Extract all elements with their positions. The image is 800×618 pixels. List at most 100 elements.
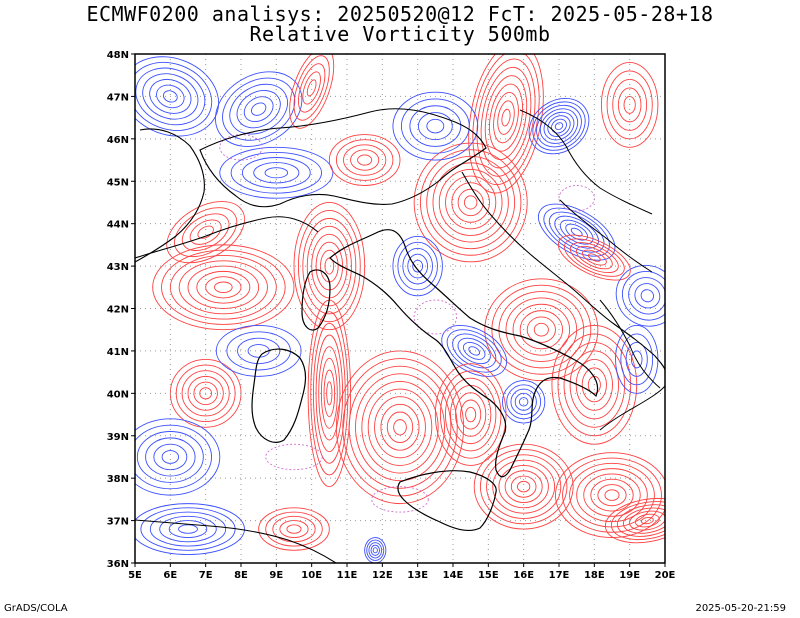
- contour-line: [392, 235, 443, 297]
- contour-line: [348, 365, 452, 489]
- zero-contour: [413, 299, 457, 335]
- contour-line: [355, 373, 445, 482]
- contour-line: [634, 283, 661, 309]
- contour-line: [533, 322, 549, 337]
- contour-line: [149, 78, 192, 114]
- x-tick-label: 5E: [128, 570, 142, 581]
- contour-line: [620, 333, 654, 386]
- contour-line: [386, 411, 414, 443]
- contour-line: [444, 377, 497, 452]
- contour-line: [460, 399, 482, 430]
- footer-timestamp: 2025-05-20-21:59: [695, 603, 786, 614]
- contour-line: [230, 151, 323, 194]
- contour-line: [581, 367, 607, 403]
- contour-line: [539, 108, 579, 144]
- contour-line: [510, 475, 537, 498]
- contour-line: [528, 97, 590, 155]
- negative-vorticity-contours: [364, 537, 387, 563]
- positive-vorticity-contours: [152, 244, 295, 331]
- contour-line: [265, 511, 323, 547]
- negative-vorticity-contours: [441, 324, 508, 377]
- contour-line: [484, 278, 599, 382]
- contour-line: [413, 142, 528, 263]
- contour-line: [161, 249, 286, 325]
- contour-line: [135, 67, 206, 126]
- contour-line: [161, 450, 180, 464]
- y-tick-label: 47N: [107, 92, 129, 103]
- contour-line: [621, 271, 665, 321]
- contour-line: [452, 333, 497, 369]
- contour-line: [135, 418, 221, 496]
- contour-line: [135, 424, 212, 490]
- contour-line: [253, 162, 300, 184]
- contour-line: [364, 537, 387, 563]
- contour-line: [293, 202, 366, 331]
- contour-line: [432, 162, 509, 243]
- x-tick-label: 18E: [584, 570, 605, 581]
- negative-vorticity-contours: [135, 56, 220, 137]
- contour-line: [156, 84, 185, 109]
- contour-line: [289, 54, 335, 129]
- contour-line: [587, 253, 601, 262]
- contour-line: [445, 175, 497, 230]
- contour-line: [606, 70, 653, 140]
- contour-line: [548, 211, 605, 253]
- contour-line: [640, 289, 655, 303]
- contour-line: [237, 337, 281, 365]
- contour-line: [197, 225, 214, 239]
- contour-line: [350, 149, 380, 171]
- contour-line: [168, 520, 208, 538]
- contour-line: [526, 316, 556, 343]
- contour-line: [166, 201, 245, 264]
- sardinia-coastline: [251, 348, 307, 443]
- contour-line: [335, 139, 394, 181]
- contour-line: [536, 104, 582, 148]
- contour-line: [543, 207, 610, 257]
- contour-line: [563, 341, 626, 428]
- contour-line: [557, 333, 632, 437]
- contour-line: [293, 55, 330, 121]
- positive-vorticity-contours: [289, 54, 335, 129]
- contour-line: [455, 392, 487, 437]
- contour-line: [328, 134, 401, 186]
- contour-line: [640, 516, 654, 525]
- contour-line: [465, 406, 477, 423]
- contour-line: [623, 95, 636, 114]
- contour-line: [343, 144, 387, 176]
- contour-line: [502, 380, 546, 424]
- x-tick-label: 10E: [301, 570, 322, 581]
- positive-vorticity-contours: [335, 350, 465, 505]
- contour-line: [400, 98, 470, 154]
- positive-vorticity-contours: [557, 234, 631, 281]
- x-tick-label: 6E: [163, 570, 177, 581]
- contour-line: [409, 105, 462, 147]
- contour-line: [457, 188, 484, 217]
- contour-line: [279, 520, 309, 538]
- contour-line: [323, 369, 336, 418]
- contour-line: [149, 511, 227, 547]
- contour-line: [320, 357, 338, 429]
- contour-line: [178, 524, 198, 534]
- x-tick-label: 17E: [549, 570, 570, 581]
- contour-line: [135, 61, 213, 131]
- positive-vorticity-contours: [328, 134, 401, 186]
- y-tick-label: 42N: [107, 305, 129, 316]
- negative-vorticity-contours: [135, 503, 245, 555]
- contour-line: [468, 346, 481, 356]
- positive-vorticity-contours: [468, 54, 544, 194]
- contour-line: [196, 270, 251, 304]
- contour-line: [491, 284, 592, 375]
- contour-line: [264, 167, 289, 179]
- contour-line: [634, 513, 660, 528]
- contour-line: [302, 71, 321, 105]
- contour-line: [297, 63, 326, 113]
- contour-line: [457, 337, 491, 365]
- contour-line: [468, 54, 544, 194]
- y-tick-label: 37N: [107, 517, 129, 528]
- x-tick-label: 16E: [513, 570, 534, 581]
- zero-contour: [265, 443, 323, 471]
- y-tick-label: 46N: [107, 135, 129, 146]
- contour-line: [575, 245, 613, 270]
- contour-line: [569, 242, 619, 274]
- y-tick-label: 44N: [107, 220, 129, 231]
